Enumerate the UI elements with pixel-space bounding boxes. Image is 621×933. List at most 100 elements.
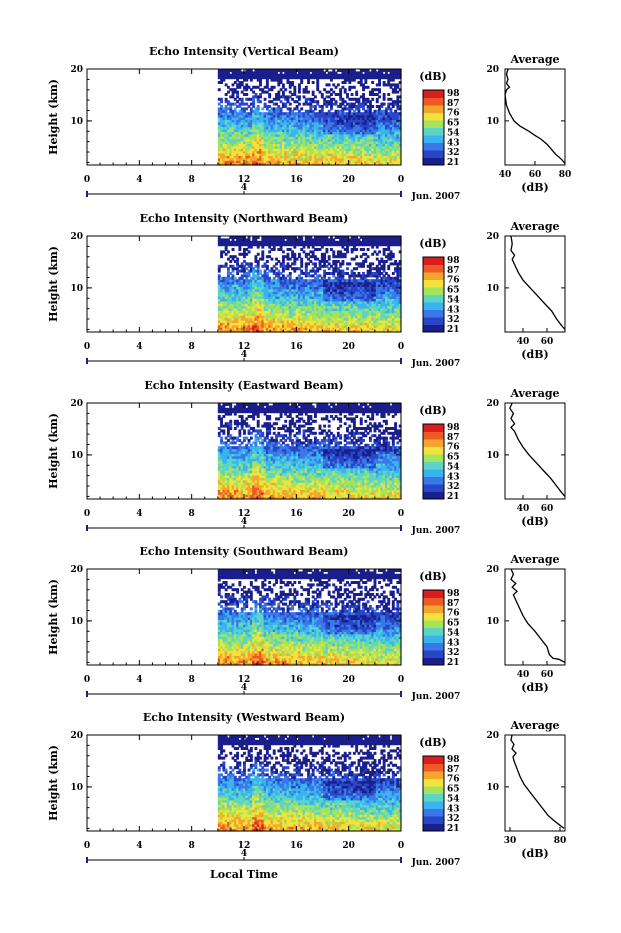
avg-y-tick-label: 20	[486, 65, 499, 75]
heatmap-cell	[227, 250, 230, 253]
colorbar-swatch	[423, 105, 444, 113]
heatmap-cell	[378, 88, 381, 91]
heatmap-cell	[314, 95, 317, 98]
heatmap-cell	[261, 250, 264, 253]
y-axis-label: Height (km)	[47, 246, 60, 322]
heatmap-cell	[344, 88, 347, 91]
heatmap-cell	[378, 95, 381, 98]
avg-xlabel: (dB)	[521, 181, 548, 194]
x-tick-label: 20	[342, 175, 355, 185]
colorbar-label: 87	[447, 99, 460, 109]
colorbar-swatch	[423, 128, 444, 136]
panel-1: Echo Intensity (Vertical Beam)Height (km…	[47, 45, 571, 202]
colorbar-label: 98	[447, 89, 460, 99]
panel-2: Echo Intensity (Northward Beam) Height (k…	[47, 212, 565, 369]
heatmap-cell	[289, 103, 292, 106]
x-tick-label: 0	[398, 175, 404, 185]
heatmap-cell	[371, 105, 374, 108]
avg-y-tick-label: 10	[486, 117, 499, 127]
heatmap-cell	[300, 258, 303, 261]
colorbar-swatch	[423, 158, 444, 166]
heatmap-cell	[312, 81, 315, 84]
heatmap-cell	[257, 105, 260, 108]
x-tick-label: 16	[290, 175, 303, 185]
heatmap-cell	[291, 81, 294, 84]
heatmap-cell	[289, 272, 292, 275]
heatmap-cell	[355, 255, 358, 258]
x-tick-label: 0	[84, 175, 90, 185]
heatmap-cell	[232, 248, 235, 251]
heatmap-cell	[353, 86, 356, 89]
heatmap-cell	[371, 98, 374, 101]
colorbar-swatch	[423, 120, 444, 128]
heatmap-cell	[367, 86, 370, 89]
colorbar-label: 65	[447, 119, 460, 129]
heatmap-cell	[273, 86, 276, 89]
day-tick-label: 4	[241, 183, 247, 193]
colorbar-label: 76	[447, 109, 460, 119]
colorbar-label: 54	[447, 128, 460, 138]
y-tick-label: 10	[70, 117, 83, 127]
heatmap-cell	[282, 250, 285, 253]
heatmap-cell	[236, 258, 239, 261]
colorbar-swatch	[423, 143, 444, 151]
heatmap-cell	[314, 262, 317, 265]
date-label: Jun. 2007	[411, 192, 461, 202]
heatmap-cell	[259, 100, 262, 103]
heatmap-cell	[312, 91, 315, 94]
colorbar-swatch	[423, 135, 444, 143]
heatmap-cell	[362, 93, 365, 96]
heatmap-cell	[298, 253, 301, 256]
heatmap-cell	[266, 265, 269, 268]
heatmap-cell	[367, 255, 370, 258]
heatmap-cell	[387, 93, 390, 96]
colorbar-swatch	[423, 150, 444, 158]
heatmap-cell	[371, 262, 374, 265]
heatmap-cell	[383, 103, 386, 106]
heatmap-cell	[328, 83, 331, 86]
avg-frame	[505, 69, 565, 165]
heatmap-cell	[250, 262, 253, 265]
heatmap-cell	[298, 95, 301, 98]
heatmap-cell	[248, 250, 251, 253]
heatmap-cell	[332, 250, 335, 253]
avg-x-tick-label: 60	[529, 170, 542, 180]
heatmap-cell	[307, 91, 310, 94]
heatmap-cell	[270, 258, 273, 261]
colorbar-label: 32	[447, 148, 460, 158]
heatmap-cell	[362, 248, 365, 251]
heatmap-cell	[259, 270, 262, 273]
heatmap-cell	[241, 98, 244, 101]
heatmap-cell	[300, 107, 303, 110]
colorbar-label: 43	[447, 138, 460, 148]
heatmap-cell	[316, 100, 319, 103]
x-tick-label: 4	[136, 175, 142, 185]
heatmap-cell	[220, 98, 223, 101]
heatmap-cell	[351, 93, 354, 96]
colorbar-swatch	[423, 90, 444, 98]
x-tick-label: 8	[189, 175, 195, 185]
heatmap-cell	[236, 91, 239, 94]
colorbar-label: 21	[447, 158, 460, 168]
y-tick-label: 20	[70, 65, 83, 75]
heatmap-cell	[268, 93, 271, 96]
y-axis-label: Height (km)	[47, 79, 60, 155]
heatmap-cells	[218, 69, 402, 166]
colorbar-swatch	[423, 98, 444, 106]
avg-title: Average	[509, 53, 559, 66]
heatmap-cell	[225, 262, 228, 265]
heatmap-cells	[218, 236, 402, 333]
heatmap-cell	[383, 93, 386, 96]
heatmap-cell	[218, 88, 221, 91]
heatmap-cell	[298, 103, 301, 106]
heatmap-cell	[293, 86, 296, 89]
heatmap-cell	[346, 267, 349, 270]
heatmap-cell	[328, 255, 331, 258]
heatmap-cell	[371, 81, 374, 84]
heatmap-cell	[367, 248, 370, 251]
heatmap-cell	[346, 93, 349, 96]
panel-title: Echo Intensity (Northward Beam)	[140, 212, 349, 225]
colorbar-swatch	[423, 113, 444, 121]
